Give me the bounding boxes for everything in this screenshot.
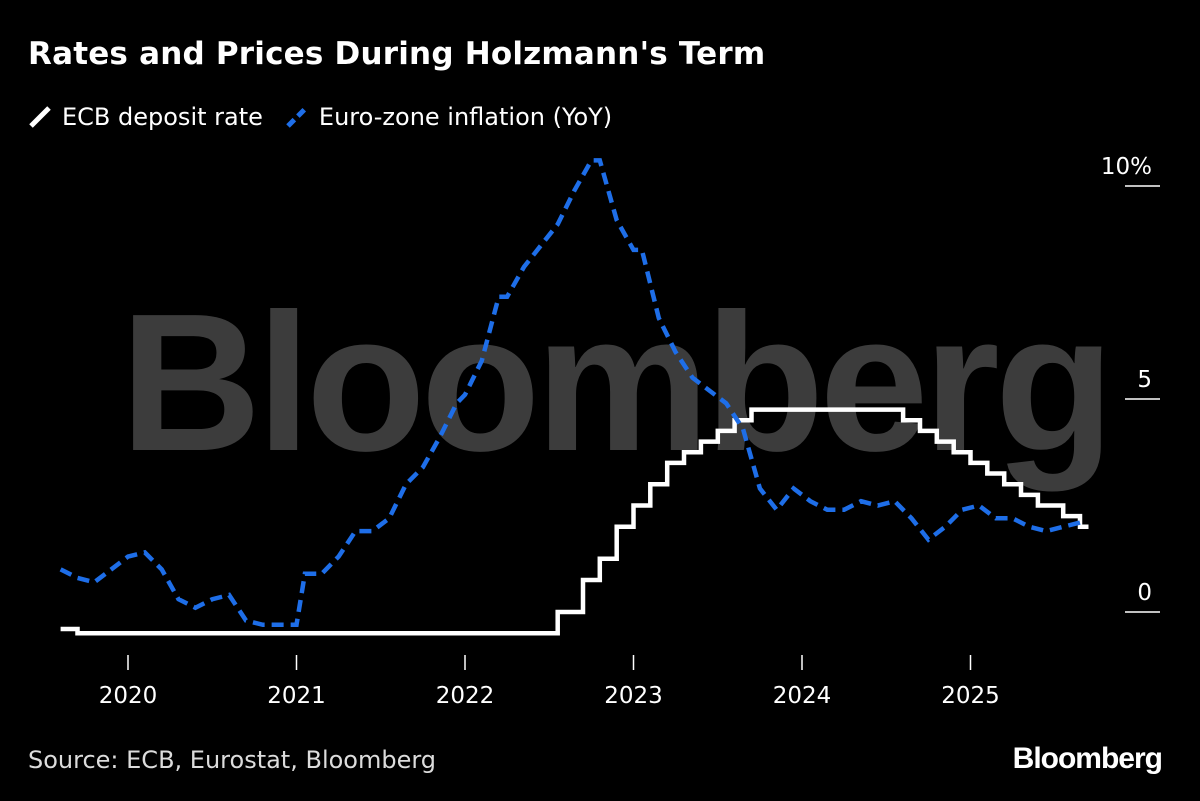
x-tick-label: 2022 [436,683,495,709]
x-tick-label: 2025 [941,683,1000,709]
series-line-deposit-rate [60,407,1089,636]
y-tick-label: 0 [1137,580,1152,606]
legend-swatch-inflation [286,106,308,128]
x-tick-label: 2021 [267,683,326,709]
x-tick-label: 2020 [99,683,158,709]
chart-title: Rates and Prices During Holzmann's Term [28,36,766,72]
y-tick-label: 10% [1101,154,1152,180]
legend: ECB deposit rate Euro-zone inflation (Yo… [28,103,634,131]
x-tick-label: 2023 [604,683,663,709]
legend-item-rate: ECB deposit rate [28,103,263,131]
legend-swatch-rate [29,106,51,128]
x-tick-label: 2024 [773,683,832,709]
legend-item-inflation: Euro-zone inflation (YoY) [285,103,612,131]
series-line-inflation [59,158,1081,628]
legend-label-inflation: Euro-zone inflation (YoY) [318,103,613,131]
y-tick-label: 5 [1137,367,1152,393]
bloomberg-logo: Bloomberg [1012,742,1163,775]
bloomberg-watermark: Bloomberg [120,273,1114,492]
source-note: Source: ECB, Eurostat, Bloomberg [28,746,437,774]
legend-label-rate: ECB deposit rate [62,103,263,131]
